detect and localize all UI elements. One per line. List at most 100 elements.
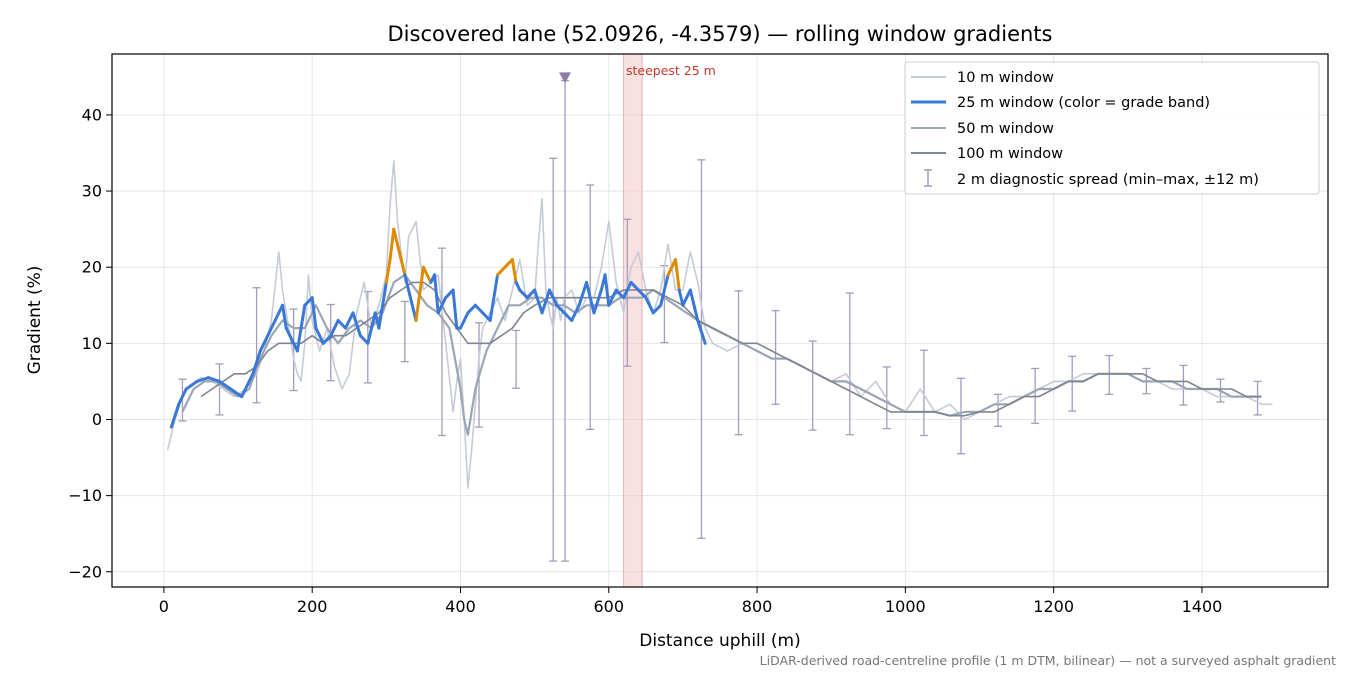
series-25m-segment-64 [603, 273, 611, 307]
x-axis-ticks: 0 200 400 600 800 1000 1200 1400 [159, 587, 1222, 616]
series-25m-segment-14 [288, 334, 299, 353]
series-25m-segment-21 [336, 319, 348, 330]
spread-bar-2 [252, 287, 261, 404]
max-marker [559, 72, 572, 84]
series-25m-segment-44 [466, 303, 477, 315]
series-25m-segment-3 [195, 376, 210, 383]
x-tick-label-2: 400 [445, 597, 476, 616]
series-25m-segment-5 [218, 379, 233, 391]
series-25m-segment-30 [392, 227, 399, 246]
series-25m-segment-57 [555, 303, 566, 315]
spread-bar-21 [919, 349, 928, 437]
legend-label-50m: 50 m window [957, 121, 1054, 137]
series-25m-segment-47 [488, 273, 500, 322]
series-25m-segment-8 [251, 349, 262, 376]
series-25m-segment-18 [314, 326, 325, 345]
series-25m-segment-20 [329, 319, 340, 338]
series-25m-segment-55 [540, 288, 551, 315]
series-25m-segment-23 [351, 311, 362, 338]
spread-bar-17 [771, 309, 780, 405]
series-25m-segment-15 [295, 303, 307, 353]
series-25m-segment-25 [366, 311, 377, 345]
series-25m-segment-70 [644, 296, 655, 315]
series-25m-segment-34 [407, 288, 418, 322]
series-25m-segment-10 [266, 319, 277, 338]
series-line-100-m-window [200, 281, 1262, 417]
series-25m-segment-33 [403, 273, 411, 292]
series-25m-segment-52 [518, 288, 529, 300]
series-25m-segment-74 [674, 258, 681, 292]
y-tick-label-6: 40 [82, 105, 102, 124]
series-25m-segment-1 [177, 387, 188, 406]
series-25m-segment-41 [451, 288, 459, 330]
series-25m-segment-71 [651, 303, 663, 315]
series-25m-segment-69 [636, 288, 648, 300]
chart-title: Discovered lane (52.0926, -4.3579) — rol… [388, 22, 1053, 46]
y-tick-label-2: 0 [92, 410, 102, 429]
y-axis-ticks: −20 −10 0 10 20 30 40 [68, 105, 112, 581]
series-25m-segment-2 [184, 379, 199, 391]
series-25m-segment-59 [570, 303, 581, 322]
series-25m-segment-72 [659, 273, 670, 307]
x-axis-label: Distance uphill (m) [639, 631, 800, 651]
spread-bar-19 [845, 292, 854, 436]
series-25m-segment-43 [458, 311, 470, 330]
spread-bar-7 [437, 247, 446, 437]
series-25m-segment-60 [577, 280, 589, 307]
x-tick-label-3: 600 [594, 597, 625, 616]
series-25m-segment-35 [414, 265, 425, 322]
spread-bar-9 [512, 329, 521, 389]
steepest-window-rect [623, 53, 643, 588]
series-25m-segment-32 [399, 258, 407, 277]
x-tick-label-6: 1200 [1033, 597, 1074, 616]
series-lines [166, 159, 1273, 489]
y-axis-label: Gradient (%) [25, 266, 45, 375]
series-25m-segment-0 [169, 402, 181, 429]
series-25m-segment-22 [344, 311, 355, 330]
series-25m-segment-28 [384, 258, 392, 284]
x-tick-label-4: 800 [742, 597, 773, 616]
spread-bar-10 [549, 157, 558, 562]
series-25m-segment-31 [395, 242, 403, 262]
spread-bar-15 [697, 159, 706, 539]
series-25m-segment-61 [585, 280, 596, 315]
x-tick-label-5: 1000 [885, 597, 926, 616]
spread-bar-30 [1253, 380, 1262, 416]
series-25m-segment-19 [321, 334, 333, 345]
series-25m-segment-17 [310, 296, 318, 330]
y-tick-label-1: −10 [68, 486, 102, 505]
steepest-window-span [623, 53, 643, 588]
spread-bar-18 [808, 340, 817, 431]
series-25m-segment-29 [388, 227, 396, 262]
y-tick-label-0: −20 [68, 562, 102, 581]
x-tick-label-0: 0 [159, 597, 169, 616]
series-25m-segment-6 [229, 387, 244, 399]
legend-label-10m: 10 m window [957, 70, 1054, 86]
spread-bar-6 [400, 300, 409, 363]
series-25m-segment-67 [622, 280, 633, 300]
series-25m-segment-78 [696, 319, 707, 345]
series-25m-segment-39 [436, 296, 448, 315]
y-tick-label-5: 30 [82, 182, 102, 201]
series-25m-segment-36 [421, 265, 433, 284]
spread-bar-12 [586, 184, 595, 431]
legend-label-25m: 25 m window (color = grade band) [957, 95, 1210, 111]
legend-swatch-spread [924, 169, 932, 187]
spread-bar-3 [289, 308, 298, 392]
series-25m-segment-38 [433, 273, 440, 315]
series-25m-segment-12 [281, 303, 288, 330]
series-25m-segment-65 [607, 288, 618, 307]
series-25m-segment-48 [496, 265, 507, 277]
legend-label-100m: 100 m window [957, 146, 1063, 162]
footnote: LiDAR-derived road-centreline profile (1… [760, 653, 1336, 668]
plot-frame [111, 53, 1329, 588]
series-25m-segment-77 [688, 288, 700, 322]
spread-bar-1 [215, 363, 224, 416]
spread-bar-4 [326, 303, 335, 382]
legend-box [904, 61, 1320, 195]
series-25m-segment-24 [358, 334, 370, 345]
spread-bar-25 [1068, 355, 1077, 412]
series-25m-segment-11 [273, 303, 285, 322]
x-tick-label-1: 200 [297, 597, 328, 616]
